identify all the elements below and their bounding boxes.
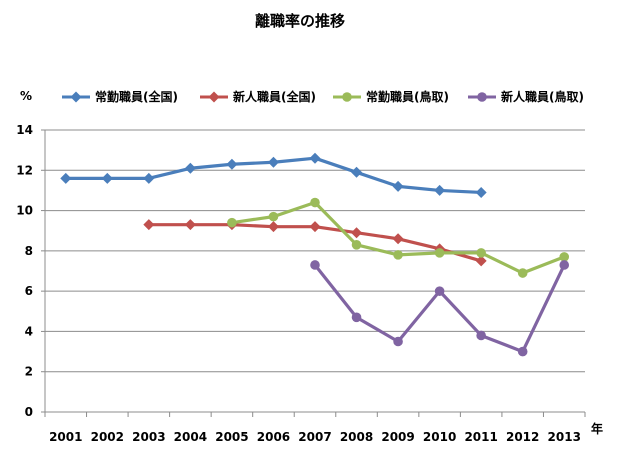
legend-item: 新人職員(全国) [200, 89, 316, 104]
data-point [267, 221, 279, 233]
x-tick-label: 2001 [49, 430, 82, 444]
data-point [184, 219, 196, 231]
legend-label: 常勤職員(鳥取) [366, 89, 449, 104]
data-point [184, 162, 196, 174]
axes [44, 130, 585, 413]
data-point [393, 250, 403, 260]
series-2 [143, 219, 487, 267]
series-line [313, 263, 566, 354]
x-tick-label: 2007 [298, 430, 331, 444]
data-point [434, 286, 445, 296]
legend-marker [208, 91, 220, 103]
data-point [475, 255, 487, 267]
data-point [101, 172, 113, 184]
series-group [60, 152, 570, 357]
y-tick-label: 8 [25, 244, 33, 258]
data-point [517, 346, 528, 357]
y-tick-label: 0 [25, 405, 33, 419]
x-tick-label: 2005 [215, 430, 248, 444]
x-tick-label: 2002 [91, 430, 124, 444]
x-tick-label: 2012 [506, 430, 539, 444]
x-axis-unit-label: 年 [591, 421, 603, 436]
data-point [268, 211, 279, 222]
y-axis-unit-label: % [20, 89, 32, 103]
x-tick-label: 2010 [423, 430, 456, 444]
gridlines [45, 129, 585, 373]
data-point [309, 221, 321, 233]
data-point [559, 260, 570, 270]
x-tick-label: 2006 [257, 430, 290, 444]
legend-item: 常勤職員(鳥取) [333, 89, 449, 104]
data-point [351, 240, 362, 250]
x-axis-ticks: 2001 2002 2003 2004 2005 2006 2007 2008 2009 2010… [44, 412, 586, 444]
legend: 常勤職員(全国) 新人職員(全国) 常勤職員(鳥取) 新人職員(鳥取) [62, 89, 584, 104]
data-point [227, 217, 237, 228]
x-tick-label: 2011 [464, 430, 497, 444]
legend-label: 新人職員(全国) [233, 89, 316, 104]
x-tick-label: 2004 [174, 430, 207, 444]
x-tick-label: 2003 [132, 430, 165, 444]
data-point [392, 180, 404, 192]
y-axis-ticks: 0 2 4 6 8 10 12 14 [16, 123, 45, 419]
chart-title: 離職率の推移 [255, 12, 345, 30]
data-point [267, 156, 279, 168]
y-tick-label: 14 [16, 123, 33, 137]
legend-item: 常勤職員(全国) [62, 89, 178, 104]
data-point [475, 186, 487, 198]
y-tick-label: 4 [25, 324, 33, 338]
series-4 [310, 260, 570, 357]
legend-item: 新人職員(鳥取) [468, 89, 584, 104]
data-point [351, 166, 363, 178]
data-point [434, 184, 446, 196]
y-tick-label: 12 [16, 163, 33, 177]
legend-marker [342, 92, 352, 102]
legend-marker [477, 92, 487, 102]
data-point [393, 336, 403, 347]
data-point [143, 172, 155, 184]
data-point [310, 260, 320, 270]
data-point [476, 330, 486, 341]
plot-area: 0 2 4 6 8 10 12 14 2001 2002 2003 2004 2005 2006 2007… [16, 123, 586, 444]
data-point [559, 252, 570, 262]
series-3 [227, 197, 570, 278]
y-tick-label: 2 [25, 365, 33, 379]
y-tick-label: 6 [25, 284, 33, 298]
x-tick-label: 2013 [548, 430, 581, 444]
data-point [143, 219, 155, 231]
data-point [392, 233, 404, 245]
legend-label: 新人職員(鳥取) [501, 89, 584, 104]
data-point [309, 152, 321, 164]
data-point [476, 248, 486, 258]
series-1 [60, 152, 487, 198]
data-point [517, 268, 528, 278]
x-tick-label: 2008 [340, 430, 373, 444]
x-tick-label: 2009 [381, 430, 414, 444]
legend-marker [70, 91, 82, 103]
y-tick-label: 10 [16, 204, 33, 218]
data-point [310, 197, 320, 208]
data-point [351, 312, 362, 323]
data-point [351, 227, 363, 239]
data-point [60, 172, 72, 184]
legend-label: 常勤職員(全国) [95, 89, 178, 104]
data-point [434, 248, 445, 258]
data-point [226, 158, 238, 170]
